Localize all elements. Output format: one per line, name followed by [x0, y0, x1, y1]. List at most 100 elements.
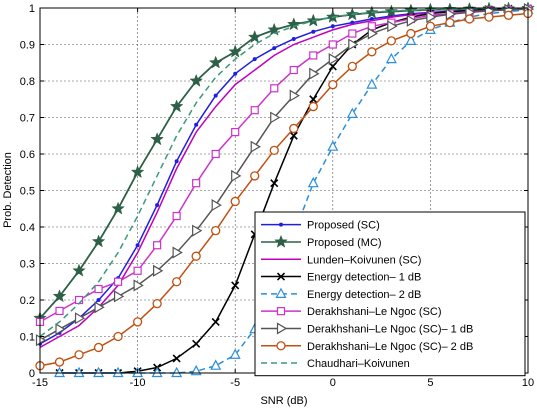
data-point [406, 14, 418, 27]
data-point [346, 107, 358, 118]
legend-label: Energy detection– 1 dB [307, 272, 421, 284]
data-point [309, 95, 318, 104]
x-stroke [309, 95, 318, 104]
data-point [286, 17, 301, 31]
data-point [111, 201, 125, 215]
data-point [73, 366, 85, 378]
data-point [270, 84, 279, 93]
data-point [91, 234, 106, 248]
data-point [367, 27, 379, 40]
data-point [130, 164, 145, 179]
x-stroke [192, 339, 201, 348]
data-point [171, 277, 182, 287]
data-point [289, 65, 298, 75]
data-point [172, 211, 181, 221]
data-point [52, 289, 67, 303]
data-point [74, 350, 84, 360]
data-point [151, 366, 163, 378]
data-point [72, 263, 86, 277]
y-tick-label: 0.6 [20, 149, 35, 161]
data-point [328, 40, 337, 49]
data-point [210, 359, 222, 370]
y-tick-label: 0 [29, 368, 35, 380]
data-point [289, 89, 300, 102]
data-point [152, 298, 162, 309]
data-point [228, 44, 243, 58]
legend-item: Lunden–Koivunen (SC) [261, 254, 421, 266]
x-stroke [172, 354, 181, 363]
data-point [289, 131, 298, 140]
y-tick-label: 0.5 [20, 186, 35, 198]
legend-item: Energy detection– 2 dB [261, 287, 421, 301]
data-point [112, 366, 124, 378]
data-point [113, 290, 125, 303]
x-tick-label: 10 [522, 377, 534, 389]
data-point [189, 73, 203, 87]
series-line [39, 7, 529, 338]
legend-item: Proposed (SC) [261, 220, 380, 232]
y-tick-label: 0.4 [20, 222, 35, 234]
data-point [330, 24, 335, 29]
x-stroke [270, 179, 279, 188]
legend-box [254, 211, 526, 377]
data-point [309, 51, 318, 60]
data-point [252, 57, 257, 62]
data-point [174, 159, 179, 164]
legend-marker [279, 222, 283, 227]
data-point [503, 10, 514, 20]
data-point [308, 101, 318, 112]
legend-label: Derakhshani–Le Ngoc (SC) [307, 306, 442, 318]
data-point [96, 298, 101, 302]
data-point [231, 169, 242, 182]
data-point [425, 21, 436, 31]
data-point [291, 37, 296, 42]
data-point [208, 55, 223, 69]
legend-label: Derakhshani–Le Ngoc (SC)– 1 dB [307, 323, 473, 335]
series-8 [35, 8, 533, 371]
y-tick-label: 0.3 [20, 259, 35, 271]
axis-ticks: -15 -10 -5 0 5 10 0 0.1 0.2 0.3 0.4 0.5 0.6 0.7 0.8 0.9… [20, 3, 534, 389]
data-point [464, 14, 475, 24]
data-point [328, 53, 339, 66]
data-point [445, 17, 455, 28]
legend-label: Energy detection– 2 dB [307, 289, 421, 301]
data-point [132, 317, 143, 327]
data-point [231, 281, 240, 290]
data-point [150, 132, 164, 146]
data-point [171, 366, 183, 378]
data-point [192, 339, 201, 348]
series-9 [39, 7, 529, 338]
data-point [211, 225, 221, 236]
legend-item: Derakhshani–Le Ngoc (SC) [261, 306, 442, 318]
data-point [231, 128, 240, 137]
data-point [270, 179, 279, 188]
data-point [384, 4, 399, 18]
data-point [194, 122, 199, 127]
data-point [172, 246, 183, 259]
x-tick-label: -10 [130, 377, 146, 389]
data-point [113, 277, 123, 286]
data-point [93, 342, 104, 353]
data-point [348, 29, 357, 38]
data-point [113, 331, 123, 342]
data-point [133, 279, 144, 292]
data-point [192, 179, 201, 188]
y-tick-label: 0.1 [20, 332, 35, 344]
data-point [153, 241, 162, 250]
data-point [169, 99, 184, 113]
x-stroke [276, 272, 286, 281]
data-point [191, 251, 201, 261]
data-point [94, 284, 103, 294]
x-stroke [231, 281, 240, 290]
data-point [233, 71, 238, 76]
legend-label: Chaudhari–Koivunen [307, 358, 410, 370]
data-point [289, 123, 299, 134]
data-point [172, 354, 181, 363]
data-point [272, 46, 277, 51]
data-point [192, 224, 203, 237]
data-point [74, 312, 86, 325]
legend-item: Energy detection– 1 dB [261, 272, 421, 284]
data-point [405, 34, 417, 45]
data-point [348, 38, 359, 51]
